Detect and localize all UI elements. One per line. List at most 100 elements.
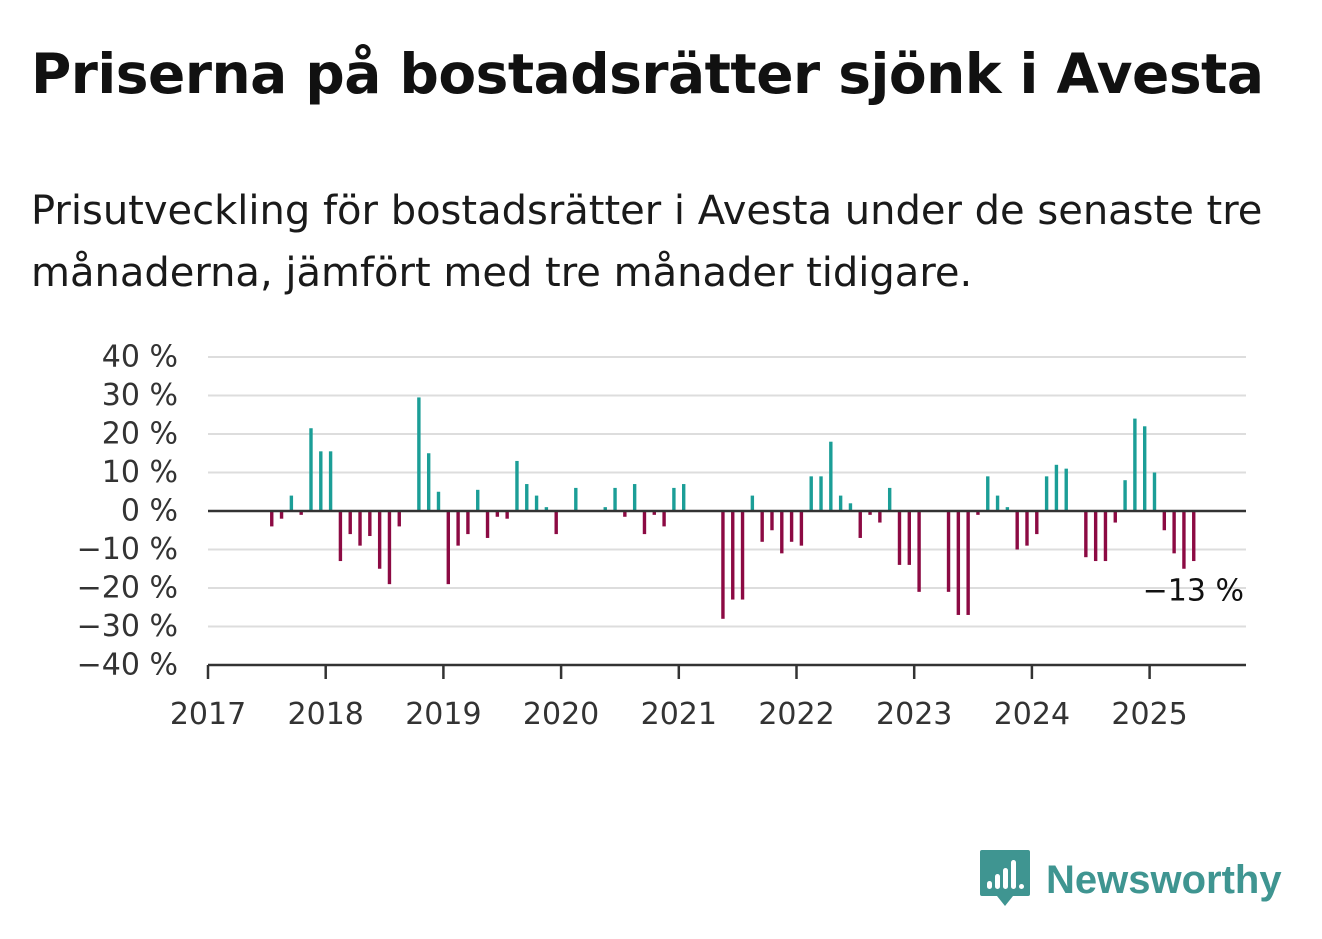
bar <box>417 397 421 511</box>
bar <box>1143 426 1147 511</box>
bar <box>907 511 911 565</box>
bar <box>1035 511 1039 535</box>
bar <box>672 487 676 511</box>
bar <box>799 511 804 546</box>
bar <box>917 511 921 592</box>
x-tick-label: 2020 <box>523 697 599 732</box>
bar <box>1064 468 1068 511</box>
bar <box>1103 511 1108 562</box>
bar <box>1123 480 1127 511</box>
bar <box>368 511 372 537</box>
bar <box>358 511 362 546</box>
bar <box>1015 511 1019 550</box>
bar <box>878 511 882 523</box>
bar <box>1093 511 1098 562</box>
x-axis-tick-labels: 2017 2018 2019 2020 2021 2022 2023 2024 2025 <box>170 697 1188 732</box>
bar <box>485 511 490 538</box>
bar <box>534 495 539 511</box>
bar <box>348 511 352 535</box>
y-tick-label: −20 % <box>77 571 178 606</box>
bar <box>623 511 627 517</box>
y-tick-label: −40 % <box>77 648 178 683</box>
y-axis-tick-labels: 40 %30 % 20 %10 % 0 %−10 % −20 %−30 % −40 % <box>77 340 178 683</box>
x-tick-label: 2025 <box>1111 697 1187 732</box>
y-tick-label: 20 % <box>102 417 178 452</box>
bar <box>1084 511 1088 558</box>
x-tick-label: 2024 <box>994 697 1070 732</box>
y-tick-label: −10 % <box>77 532 178 567</box>
bar <box>956 511 961 615</box>
bar <box>456 511 460 546</box>
bar <box>603 507 607 511</box>
y-tick-label: 40 % <box>102 340 178 375</box>
bar <box>750 495 755 511</box>
bar <box>1054 464 1059 511</box>
bar <box>446 511 450 585</box>
bar <box>662 511 666 527</box>
bar <box>1133 418 1137 511</box>
bar <box>995 495 1000 511</box>
x-tick-label: 2022 <box>758 697 834 732</box>
bar <box>505 511 509 519</box>
y-tick-label: 10 % <box>102 455 178 490</box>
bar <box>682 484 686 511</box>
bar <box>309 428 313 511</box>
newsworthy-logo: Newsworthy <box>980 850 1282 910</box>
bar <box>1192 511 1196 562</box>
bar <box>397 511 401 527</box>
bar <box>544 507 549 511</box>
bar <box>1182 511 1186 569</box>
bar <box>328 451 333 511</box>
bar <box>1005 507 1010 511</box>
bar <box>976 511 980 515</box>
bar <box>809 476 813 511</box>
bar <box>1152 472 1157 511</box>
y-tick-label: 0 % <box>121 494 178 529</box>
annotations: −13 % <box>1143 574 1244 609</box>
last-value-annotation: −13 % <box>1143 574 1244 609</box>
brand-name: Newsworthy <box>1046 858 1282 902</box>
y-tick-label: −30 % <box>77 609 178 644</box>
bar <box>495 511 500 517</box>
bar <box>721 511 725 619</box>
bar <box>299 511 303 515</box>
bar <box>466 511 470 535</box>
x-tick-label: 2017 <box>170 697 246 732</box>
bar <box>946 511 951 592</box>
bar <box>760 511 764 542</box>
x-tick-label: 2023 <box>876 697 952 732</box>
bar <box>377 511 382 569</box>
chart-subtitle: Prisutveckling för bostadsrätter i Avest… <box>31 188 1263 296</box>
grid-lines <box>208 356 1246 628</box>
bar <box>270 511 274 527</box>
bar <box>574 487 578 511</box>
bar <box>966 511 970 615</box>
bar <box>1025 511 1029 546</box>
bar <box>1162 511 1167 531</box>
bar <box>858 511 862 538</box>
bar <box>279 511 284 519</box>
bar <box>436 491 441 511</box>
bar <box>897 511 902 565</box>
bar <box>338 511 343 562</box>
x-tick-label: 2021 <box>641 697 717 732</box>
bar <box>515 460 519 511</box>
bar <box>525 484 529 511</box>
chart-title: Priserna på bostadsrätter sjönk i Avesta <box>31 42 1264 106</box>
bar <box>789 511 794 542</box>
bar <box>819 476 823 511</box>
bar <box>613 487 617 511</box>
bar <box>740 511 745 600</box>
bar <box>319 451 323 511</box>
bar-chart: 40 %30 %20 %10 %0 %−10 %−20 %−30 %−40 % … <box>77 340 1246 732</box>
x-tick-label: 2019 <box>405 697 481 732</box>
bar <box>838 495 843 511</box>
bar <box>848 503 853 511</box>
bar <box>868 511 872 515</box>
bar <box>632 484 637 511</box>
x-tick-label: 2018 <box>288 697 364 732</box>
bar <box>731 511 735 600</box>
bar <box>780 511 784 554</box>
bar <box>1172 511 1176 554</box>
x-axis <box>206 509 1246 679</box>
